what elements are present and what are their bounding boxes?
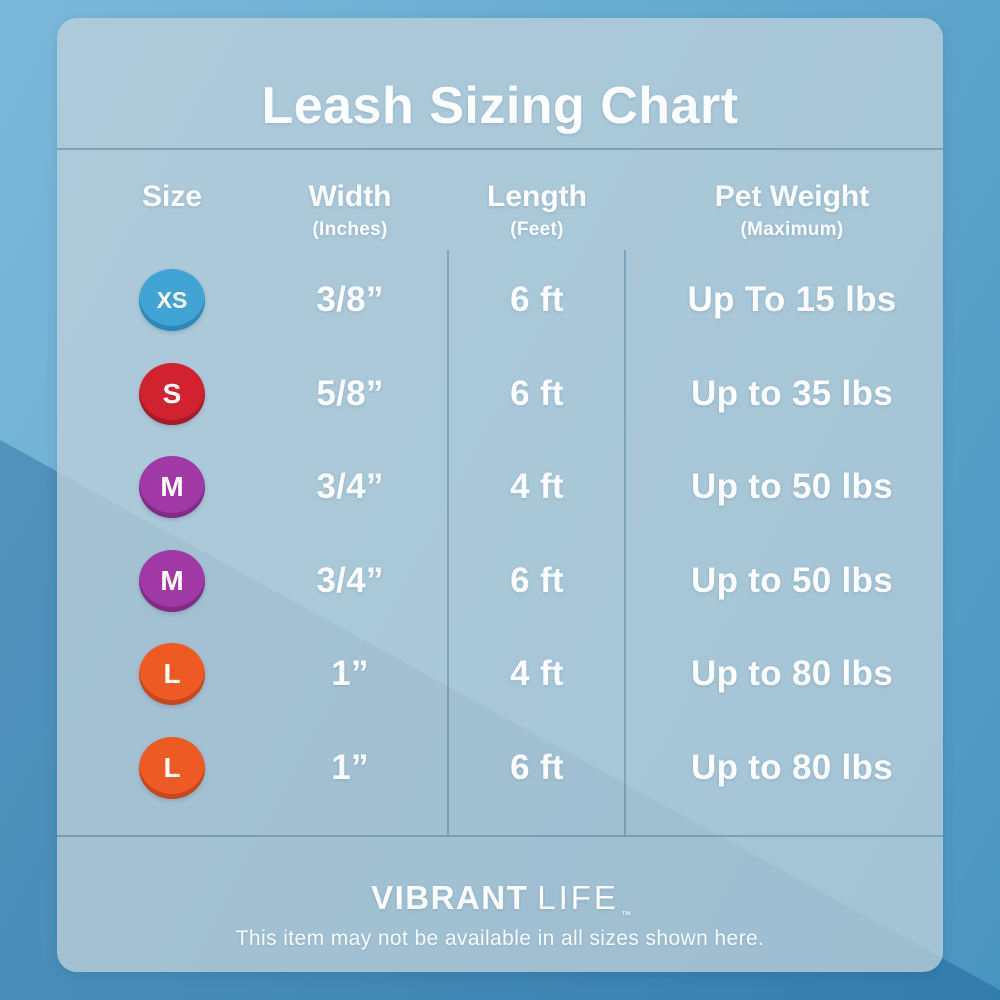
width-value-row5: 1” (331, 654, 369, 694)
brand-logo: VIBRANT LIFE ™ (57, 879, 943, 921)
weight-value-row3: Up to 50 lbs (691, 467, 893, 507)
size-badge-l-row6: L (139, 737, 205, 799)
column-divider-length-weight (624, 250, 626, 835)
chart-title: Leash Sizing Chart (261, 77, 739, 135)
width-value-row4: 3/4” (316, 560, 384, 600)
weight-value-row5: Up to 80 lbs (691, 654, 893, 694)
trademark-symbol: ™ (620, 910, 631, 921)
weight-value-row4: Up to 50 lbs (691, 560, 893, 600)
length-value-row4: 6 ft (510, 560, 564, 600)
brand-vibrant: VIBRANT (371, 879, 529, 916)
length-value-row6: 6 ft (510, 748, 564, 787)
column-header-width: Width (308, 180, 392, 213)
length-value-row1: 6 ft (510, 280, 564, 319)
disclaimer-text: This item may not be available in all si… (235, 927, 765, 950)
width-value-row2: 5/8” (316, 373, 384, 413)
width-value-row1: 3/8” (316, 280, 384, 319)
weight-value-row6: Up to 80 lbs (691, 748, 893, 787)
footer-divider (57, 835, 943, 837)
brand-life: LIFE (537, 879, 619, 916)
header-divider (57, 148, 943, 150)
width-value-row6: 1” (331, 748, 369, 787)
column-divider-width-length (447, 250, 449, 835)
column-subheader-feet: (Feet) (510, 219, 564, 240)
length-value-row3: 4 ft (510, 467, 564, 507)
size-badge-xs-row1: XS (139, 269, 205, 331)
weight-value-row1: Up To 15 lbs (687, 280, 897, 319)
size-badge-l-row5: L (139, 643, 205, 706)
size-badge-s-row2: S (139, 362, 205, 425)
column-header-weight: Pet Weight (714, 180, 870, 213)
size-badge-m-row3: M (139, 456, 205, 519)
weight-value-row2: Up to 35 lbs (691, 373, 893, 413)
column-header-size: Size (141, 180, 203, 213)
column-subheader-maximum: (Maximum) (740, 219, 844, 240)
size-badge-m-row4: M (139, 549, 205, 612)
length-value-row2: 6 ft (510, 373, 564, 413)
width-value-row3: 3/4” (316, 467, 384, 507)
length-value-row5: 4 ft (510, 654, 564, 694)
column-subheader-inches: (Inches) (312, 219, 388, 240)
column-header-length: Length (487, 180, 587, 213)
sizing-chart-panel: Leash Sizing Chart Size Width Length Pet… (57, 18, 943, 972)
